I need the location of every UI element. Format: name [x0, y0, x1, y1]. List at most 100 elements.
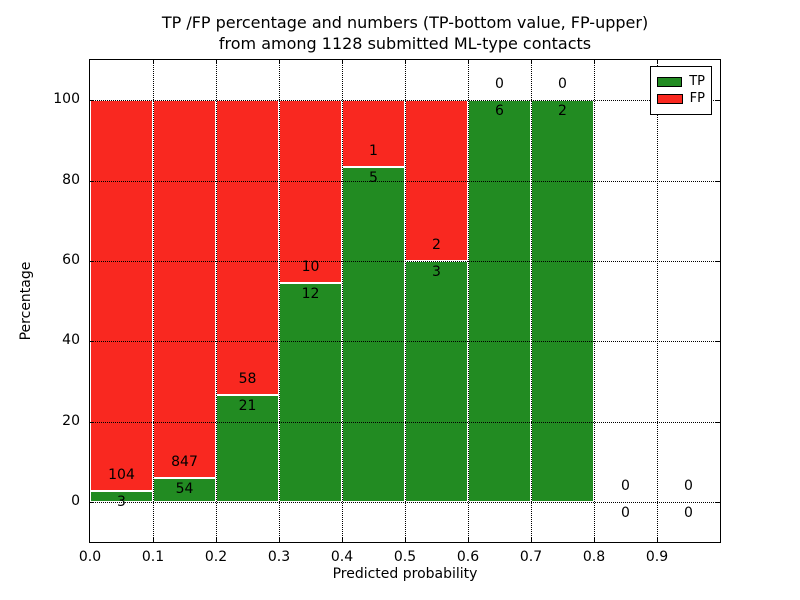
y-tick-mark — [716, 180, 720, 182]
x-tick-label: 0.6 — [456, 549, 480, 565]
bar-segment-tp — [153, 477, 216, 502]
fp-count-label: 0 — [558, 76, 567, 93]
y-tick-label: 40 — [62, 332, 80, 349]
gridline-vertical — [594, 60, 595, 542]
x-tick-label: 0.4 — [330, 549, 354, 565]
tp-count-label: 21 — [238, 397, 257, 414]
tp-count-label: 12 — [301, 285, 320, 302]
tp-count-label: 3 — [432, 263, 441, 280]
bar-segment-tp — [531, 100, 594, 502]
plot-area: TP FP 104 3 847 54 58 21 10 12 1 5 2 3 0 6 0 2 0 0 0 0 — [89, 59, 721, 543]
y-tick-mark — [716, 421, 720, 423]
fp-swatch-icon — [657, 94, 683, 104]
x-tick-mark — [657, 60, 658, 64]
y-tick-label: 100 — [53, 91, 80, 108]
y-tick-label: 20 — [62, 412, 80, 429]
x-tick-label: 0.0 — [78, 549, 102, 565]
legend-item-fp: FP — [657, 92, 705, 106]
fp-count-label: 10 — [301, 258, 320, 275]
y-tick-mark — [716, 341, 720, 343]
tp-count-label: 6 — [495, 103, 504, 120]
tp-count-label: 3 — [117, 493, 126, 510]
x-tick-mark — [657, 538, 658, 542]
x-tick-mark — [279, 538, 280, 542]
y-tick-mark — [716, 260, 720, 262]
tp-count-label: 54 — [175, 480, 194, 497]
x-axis-label: Predicted probability — [332, 566, 478, 582]
bar-segment-fp — [216, 100, 279, 395]
tp-count-label: 5 — [369, 170, 378, 187]
gridline-vertical — [153, 60, 154, 542]
chart-title-line1: TP /FP percentage and numbers (TP-bottom… — [161, 13, 649, 32]
gridline-vertical — [405, 60, 406, 542]
y-tick-mark — [90, 180, 94, 182]
fp-count-label: 847 — [171, 453, 198, 470]
x-tick-mark — [531, 60, 532, 64]
tp-swatch-icon — [657, 77, 683, 87]
x-tick-label: 0.9 — [645, 549, 669, 565]
legend: TP FP — [650, 66, 712, 115]
x-tick-mark — [405, 60, 406, 64]
x-tick-mark — [153, 60, 154, 64]
tp-count-label: 0 — [621, 504, 630, 521]
x-tick-mark — [594, 538, 595, 542]
y-tick-label: 0 — [71, 492, 80, 509]
x-tick-label: 0.1 — [141, 549, 165, 565]
fp-count-label: 0 — [621, 477, 630, 494]
legend-label-tp: TP — [689, 74, 705, 89]
y-tick-mark — [90, 501, 94, 503]
x-tick-mark — [468, 538, 469, 542]
bar-segment-tp — [216, 394, 279, 502]
x-tick-mark — [531, 538, 532, 542]
bar-segment-fp — [342, 100, 405, 168]
x-tick-mark — [468, 60, 469, 64]
gridline-vertical — [279, 60, 280, 542]
y-tick-mark — [90, 421, 94, 423]
legend-label-fp: FP — [689, 91, 705, 106]
x-tick-mark — [342, 538, 343, 542]
bar-segment-tp — [279, 282, 342, 502]
gridline-vertical — [342, 60, 343, 542]
gridline-vertical — [657, 60, 658, 542]
tp-count-label: 2 — [558, 103, 567, 120]
x-tick-label: 0.2 — [204, 549, 228, 565]
fp-count-label: 0 — [684, 477, 693, 494]
fp-count-label: 58 — [238, 370, 257, 387]
y-tick-label: 60 — [62, 251, 80, 268]
bar-segment-fp — [279, 100, 342, 283]
x-tick-label: 0.8 — [582, 549, 606, 565]
x-tick-mark — [594, 60, 595, 64]
fp-count-label: 0 — [495, 76, 504, 93]
gridline-vertical — [468, 60, 469, 542]
x-tick-mark — [342, 60, 343, 64]
chart-title-line2: from among 1128 submitted ML-type contac… — [218, 34, 592, 53]
y-tick-mark — [90, 260, 94, 262]
x-tick-label: 0.5 — [393, 549, 417, 565]
x-tick-mark — [153, 538, 154, 542]
x-tick-label: 0.7 — [519, 549, 543, 565]
x-tick-mark — [216, 538, 217, 542]
chart-title: TP /FP percentage and numbers (TP-bottom… — [90, 12, 720, 54]
bar-segment-tp — [468, 100, 531, 502]
x-tick-mark — [216, 60, 217, 64]
fp-count-label: 1 — [369, 143, 378, 160]
x-tick-label: 0.3 — [267, 549, 291, 565]
tp-count-label: 0 — [684, 504, 693, 521]
y-tick-mark — [716, 501, 720, 503]
y-tick-label: 80 — [62, 171, 80, 188]
y-tick-mark — [716, 100, 720, 102]
y-tick-mark — [90, 100, 94, 102]
fp-count-label: 2 — [432, 236, 441, 253]
y-tick-mark — [90, 341, 94, 343]
bar-segment-tp — [90, 490, 153, 502]
fp-count-label: 104 — [108, 466, 135, 483]
y-axis-label: Percentage — [18, 261, 34, 341]
gridline-vertical — [531, 60, 532, 542]
legend-item-tp: TP — [657, 75, 705, 89]
x-tick-mark — [405, 538, 406, 542]
gridline-vertical — [216, 60, 217, 542]
bar-segment-tp — [342, 167, 405, 502]
x-tick-mark — [279, 60, 280, 64]
bar-segment-tp — [405, 260, 468, 502]
